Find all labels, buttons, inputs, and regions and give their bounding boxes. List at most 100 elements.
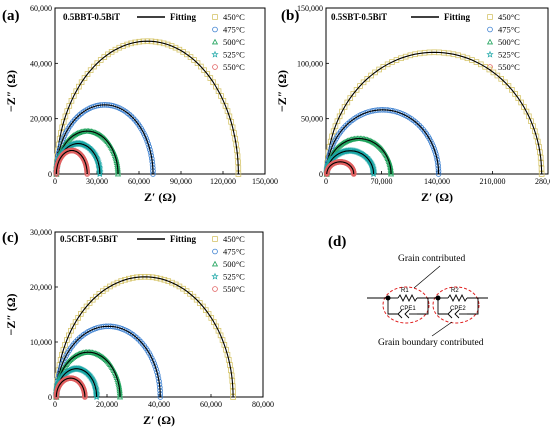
data-point (204, 71, 211, 77)
x-axis-label: Z′ (Ω) (421, 190, 453, 204)
data-point (148, 355, 155, 361)
data-point (78, 79, 85, 86)
data-point (329, 143, 336, 149)
data-point (87, 146, 96, 154)
data-point (343, 122, 349, 129)
data-point (78, 311, 84, 317)
data-point (62, 355, 68, 361)
data-point (136, 336, 142, 343)
data-point (169, 279, 175, 286)
panel-label: (b) (281, 8, 299, 24)
legend-label: 550°C (498, 62, 520, 72)
data-point (429, 140, 435, 147)
fit-line (55, 325, 161, 398)
x-tick-label: 90,000 (170, 177, 192, 186)
data-point (86, 372, 95, 380)
legend-marker (212, 14, 218, 20)
legend-marker (486, 38, 494, 45)
data-point (60, 135, 67, 142)
legend-marker (212, 248, 218, 255)
data-point (392, 108, 398, 115)
data-point (150, 357, 156, 364)
series-5 (53, 147, 90, 177)
x-tick-label: 30,000 (86, 177, 108, 186)
cpe1-symbol (397, 309, 403, 319)
data-point (228, 119, 234, 125)
data-point (387, 169, 395, 175)
data-point (153, 366, 159, 373)
series-5 (323, 159, 357, 177)
legend-marker (487, 26, 493, 33)
legend-label: 500°C (223, 259, 245, 269)
data-point (99, 133, 107, 140)
resistor-r1 (397, 293, 418, 303)
legend-label: 475°C (498, 25, 520, 35)
grain-label: Grain contributed (398, 254, 466, 264)
y-tick-label: 0 (48, 170, 52, 179)
data-point (387, 170, 395, 177)
legend-label: 450°C (223, 12, 245, 22)
data-point (128, 113, 135, 120)
data-point (369, 169, 378, 177)
y-tick-label: 0 (319, 170, 323, 179)
data-point (369, 170, 378, 178)
x-tick-label: 150,000 (252, 177, 278, 186)
data-point (194, 60, 201, 66)
data-point (71, 117, 78, 123)
legend-label: 475°C (223, 25, 245, 35)
x-tick-label: 60,000 (200, 400, 222, 409)
data-point (224, 108, 231, 114)
legend-label: 550°C (223, 284, 245, 294)
data-point (60, 357, 67, 364)
fit-line (326, 161, 355, 175)
legend-marker (212, 26, 218, 33)
data-point (414, 121, 421, 127)
legend-label: 450°C (498, 12, 520, 22)
x-tick-label: 120,000 (210, 177, 236, 186)
data-point (512, 91, 518, 97)
x-tick-label: 40,000 (148, 400, 170, 409)
sample-label: 0.5SBT-0.5BiT (331, 12, 387, 22)
sample-label: 0.5BBT-0.5BiT (63, 12, 120, 22)
data-point (165, 278, 172, 284)
x-tick-label: 0 (53, 177, 57, 186)
data-point (112, 46, 119, 53)
data-point (376, 144, 384, 150)
data-point (84, 71, 91, 77)
y-tick-label: 0 (48, 393, 52, 402)
grain-arrow (413, 265, 441, 289)
panel-label: (c) (2, 230, 19, 246)
data-point (147, 352, 154, 359)
y-tick-label: 150,000 (297, 4, 323, 13)
legend-label: 475°C (223, 247, 245, 257)
data-point (80, 307, 87, 313)
sample-label: 0.5CBT-0.5BiT (60, 234, 118, 244)
data-point (81, 75, 88, 81)
data-point (92, 393, 101, 401)
data-point (97, 57, 104, 63)
x-tick-label: 80,000 (252, 400, 274, 409)
x-tick-label: 0 (324, 177, 328, 186)
x-axis-label: Z′ (Ω) (143, 413, 175, 427)
data-point (202, 307, 209, 313)
legend-label: 500°C (223, 37, 245, 47)
y-tick-label: 30,000 (30, 228, 52, 237)
data-point (124, 41, 130, 48)
data-point (372, 69, 378, 76)
fitting-legend-label: Fitting (444, 12, 470, 22)
data-point (146, 144, 152, 150)
cpe2-symbol (454, 309, 460, 319)
data-point (140, 130, 147, 137)
legend-marker (211, 38, 219, 45)
data-point (114, 279, 121, 286)
data-point (190, 293, 197, 300)
data-point (486, 66, 493, 73)
fitting-legend-label: Fitting (170, 12, 196, 22)
data-point (86, 371, 94, 379)
data-point (144, 138, 151, 145)
plot-frame (54, 7, 266, 175)
y-tick-label: 60,000 (30, 4, 52, 13)
y-tick-label: 20,000 (30, 115, 52, 124)
resistor-r2 (447, 293, 468, 303)
boundary-ellipse (432, 286, 480, 324)
